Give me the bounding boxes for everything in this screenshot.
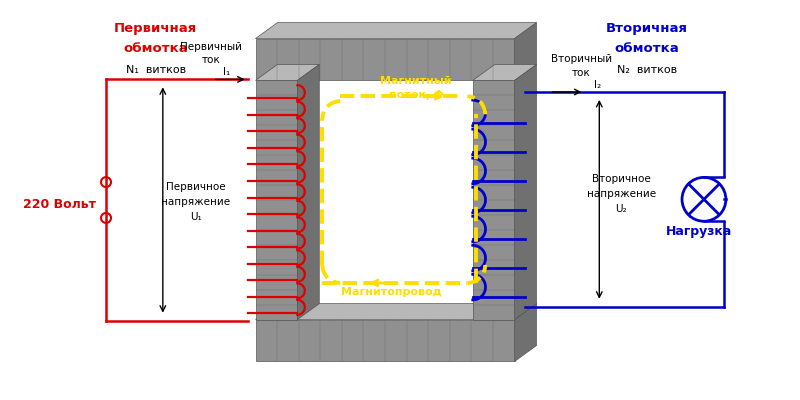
Text: ток: ток <box>202 56 220 66</box>
Polygon shape <box>255 64 319 80</box>
Text: I₂: I₂ <box>594 80 602 90</box>
Polygon shape <box>514 64 537 320</box>
Text: Первичное: Первичное <box>166 182 226 192</box>
Polygon shape <box>255 80 298 320</box>
Text: обмотка: обмотка <box>123 42 188 55</box>
Polygon shape <box>255 38 514 80</box>
Text: Первичный: Первичный <box>180 42 242 52</box>
Polygon shape <box>514 304 537 362</box>
Text: Магнитный: Магнитный <box>380 76 452 86</box>
Text: поток, Φ: поток, Φ <box>389 90 443 100</box>
Text: 220 Вольт: 220 Вольт <box>22 198 96 212</box>
Polygon shape <box>255 304 537 320</box>
Text: N₂  витков: N₂ витков <box>617 66 678 76</box>
Text: Первичная: Первичная <box>114 22 198 35</box>
Text: напряжение: напряжение <box>586 189 656 199</box>
Text: Нагрузка: Нагрузка <box>666 225 732 238</box>
Polygon shape <box>473 80 514 320</box>
Text: напряжение: напряжение <box>161 197 230 207</box>
Text: ток: ток <box>572 68 590 78</box>
Polygon shape <box>255 23 537 38</box>
Polygon shape <box>298 64 319 320</box>
Polygon shape <box>255 320 514 362</box>
Text: U₁: U₁ <box>190 212 202 222</box>
Text: N₁  витков: N₁ витков <box>126 66 186 76</box>
Text: Вторичный: Вторичный <box>551 54 612 64</box>
Text: обмотка: обмотка <box>614 42 679 55</box>
Text: U₂: U₂ <box>615 204 627 214</box>
Text: I₁: I₁ <box>222 68 230 78</box>
Text: Вторичная: Вторичная <box>606 22 688 35</box>
Polygon shape <box>473 64 537 80</box>
Polygon shape <box>514 23 537 80</box>
Text: Вторичное: Вторичное <box>592 174 650 184</box>
Text: Магнитопровод: Магнитопровод <box>341 287 442 297</box>
